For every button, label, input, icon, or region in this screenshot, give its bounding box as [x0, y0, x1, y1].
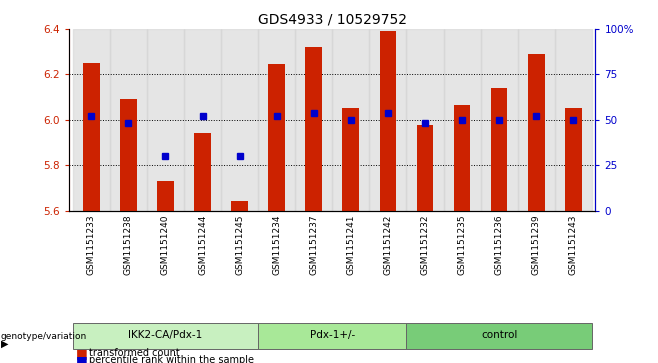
Text: GSM1151232: GSM1151232	[420, 214, 430, 275]
Bar	[454, 105, 470, 211]
Text: GSM1151242: GSM1151242	[384, 214, 392, 274]
Bar	[194, 133, 211, 211]
Text: Pdx-1+/-: Pdx-1+/-	[310, 330, 355, 340]
FancyBboxPatch shape	[407, 323, 592, 349]
Text: GSM1151235: GSM1151235	[457, 214, 467, 275]
Bar	[417, 126, 434, 211]
Text: GSM1151234: GSM1151234	[272, 214, 281, 275]
Bar	[555, 29, 592, 211]
Bar	[491, 88, 507, 211]
Text: GSM1151240: GSM1151240	[161, 214, 170, 275]
Text: ▶: ▶	[1, 339, 8, 349]
Text: GSM1151243: GSM1151243	[569, 214, 578, 275]
FancyBboxPatch shape	[258, 323, 407, 349]
Text: percentile rank within the sample: percentile rank within the sample	[89, 355, 254, 363]
Bar	[258, 29, 295, 211]
Text: GSM1151245: GSM1151245	[235, 214, 244, 275]
Bar	[73, 29, 110, 211]
Bar	[295, 29, 332, 211]
Text: ■: ■	[76, 347, 88, 360]
Bar	[120, 99, 137, 211]
FancyBboxPatch shape	[73, 323, 258, 349]
Bar	[407, 29, 443, 211]
Text: transformed count: transformed count	[89, 348, 180, 358]
Text: GSM1151241: GSM1151241	[346, 214, 355, 275]
Text: GSM1151237: GSM1151237	[309, 214, 318, 275]
Text: GSM1151236: GSM1151236	[495, 214, 503, 275]
Bar	[528, 54, 545, 211]
Bar	[147, 29, 184, 211]
Bar	[268, 64, 285, 211]
Bar	[184, 29, 221, 211]
Bar	[110, 29, 147, 211]
Text: ■: ■	[76, 354, 88, 363]
Bar	[332, 29, 369, 211]
Text: GSM1151244: GSM1151244	[198, 214, 207, 274]
Text: genotype/variation: genotype/variation	[1, 332, 87, 341]
Title: GDS4933 / 10529752: GDS4933 / 10529752	[258, 12, 407, 26]
Bar	[157, 181, 174, 211]
Bar	[221, 29, 258, 211]
Bar	[231, 201, 248, 211]
Bar	[342, 109, 359, 211]
Text: IKK2-CA/Pdx-1: IKK2-CA/Pdx-1	[128, 330, 203, 340]
Bar	[480, 29, 518, 211]
Text: GSM1151239: GSM1151239	[532, 214, 541, 275]
Bar	[565, 109, 582, 211]
Bar	[380, 31, 396, 211]
Text: GSM1151233: GSM1151233	[87, 214, 96, 275]
Bar	[305, 47, 322, 211]
Text: GSM1151238: GSM1151238	[124, 214, 133, 275]
Bar	[83, 63, 99, 211]
Bar	[518, 29, 555, 211]
Bar	[369, 29, 407, 211]
Bar	[443, 29, 480, 211]
Text: control: control	[481, 330, 517, 340]
